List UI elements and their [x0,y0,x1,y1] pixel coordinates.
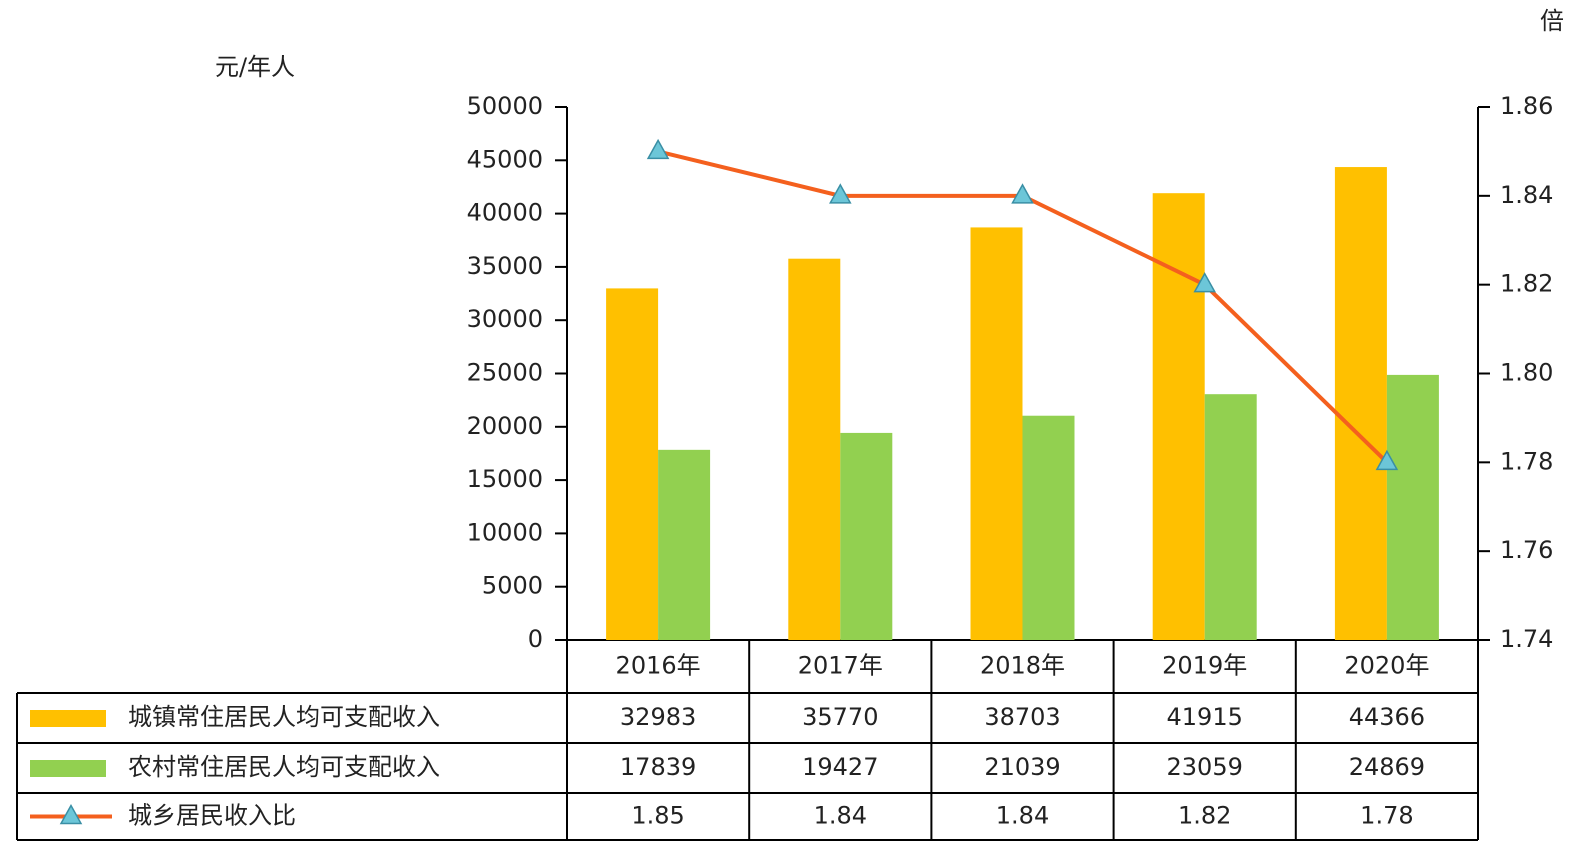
y-tick-label: 0 [528,625,543,653]
y-tick-label: 15000 [467,465,543,493]
y-tick-label: 50000 [467,92,543,120]
y2-axis-label: 倍 [1540,7,1564,35]
y-axis-label: 元/年人 [215,53,295,81]
y2-tick-label: 1.80 [1500,359,1553,387]
table-value: 32983 [620,703,696,731]
table-value: 38703 [984,703,1060,731]
bar [658,449,711,640]
bar [970,227,1023,640]
table-value: 19427 [802,753,878,781]
y-tick-label: 30000 [467,305,543,333]
y-tick-label: 35000 [467,252,543,280]
legend-label: 城镇常住居民人均可支配收入 [128,703,440,731]
y2-tick-label: 1.74 [1500,625,1553,653]
table-value: 17839 [620,753,696,781]
x-tick-label: 2017年 [798,652,883,680]
y2-tick-label: 1.76 [1500,536,1553,564]
marker [1193,272,1216,293]
table-value: 1.84 [814,802,867,830]
bar [1386,374,1439,640]
y-tick-label: 5000 [482,572,543,600]
table-value: 1.82 [1178,802,1231,830]
table-value: 23059 [1167,753,1243,781]
marker [646,138,670,160]
bar [1204,394,1257,640]
legend-marker [59,803,83,825]
marker [1375,449,1399,471]
table-value: 24869 [1349,753,1425,781]
y-tick-label: 25000 [467,359,543,387]
y2-tick-label: 1.86 [1500,92,1553,120]
x-tick-label: 2020年 [1344,652,1429,680]
table-value: 21039 [984,753,1060,781]
table-value: 44366 [1349,703,1425,731]
y-tick-label: 45000 [467,145,543,173]
table-value: 41915 [1167,703,1243,731]
y2-tick-label: 1.84 [1500,181,1553,209]
table-value: 35770 [802,703,878,731]
y-tick-label: 40000 [467,199,543,227]
bar [840,432,893,640]
y-tick-label: 20000 [467,412,543,440]
bar [1334,167,1387,640]
bar [1022,415,1075,640]
x-tick-label: 2016年 [616,652,701,680]
legend-key [30,710,106,727]
table-value: 1.78 [1360,802,1413,830]
bar [1152,193,1205,640]
marker [1011,183,1034,204]
table-value: 1.85 [631,802,684,830]
marker [829,183,852,204]
y2-tick-label: 1.78 [1500,447,1553,475]
y2-tick-label: 1.82 [1500,270,1553,298]
legend-label: 城乡居民收入比 [128,802,296,830]
bar [788,258,841,640]
legend-key [30,760,106,777]
bar [606,288,659,640]
y-tick-label: 10000 [467,518,543,546]
x-tick-label: 2018年 [980,652,1065,680]
legend-label: 农村常住居民人均可支配收入 [128,753,440,781]
x-tick-label: 2019年 [1162,652,1247,680]
table-value: 1.84 [996,802,1049,830]
